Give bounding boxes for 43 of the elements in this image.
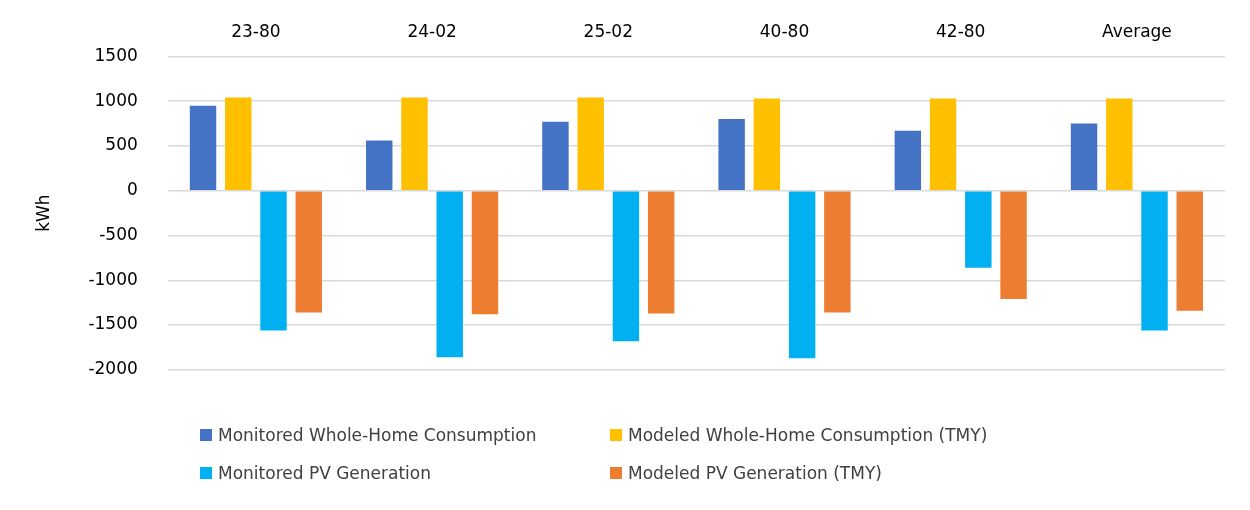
bar (824, 191, 851, 313)
bar (894, 130, 922, 190)
bar (260, 191, 287, 331)
bar (295, 191, 322, 313)
x-tick-label: 42-80 (936, 20, 986, 41)
bar (929, 98, 957, 190)
bar (225, 97, 252, 190)
bar (436, 191, 463, 358)
bar (1000, 191, 1027, 300)
bar (718, 119, 745, 190)
x-tick-label: 40-80 (759, 20, 810, 41)
x-tick-label: 25-02 (583, 20, 633, 41)
y-tick-label: 0 (126, 179, 138, 200)
bar (1070, 123, 1098, 190)
bar (366, 140, 393, 190)
y-tick-label: 1000 (94, 89, 138, 110)
bar (471, 191, 499, 315)
bar (753, 98, 781, 190)
x-tick-label: Average (1101, 20, 1172, 41)
legend-label: Modeled PV Generation (TMY) (628, 463, 882, 483)
y-tick-label: -500 (99, 223, 138, 244)
y-tick-label: 500 (105, 134, 138, 155)
bar (401, 97, 428, 190)
legend-label: Monitored PV Generation (218, 463, 432, 483)
bar (612, 191, 640, 342)
y-tick-label: -1500 (88, 313, 138, 334)
x-tick-label: 24-02 (407, 20, 457, 41)
legend-label: Modeled Whole-Home Consumption (TMY) (628, 425, 988, 445)
y-tick-label: -1000 (88, 268, 138, 289)
bar (1176, 191, 1203, 311)
bar (965, 191, 992, 268)
bar (1106, 98, 1133, 190)
y-tick-label: 1500 (94, 44, 138, 65)
bar (1141, 191, 1168, 331)
y-axis-title: kWh (32, 194, 53, 232)
bar (647, 191, 675, 314)
bar (788, 191, 816, 359)
x-tick-label: 23-80 (231, 20, 281, 41)
bar (577, 97, 604, 190)
legend-label: Monitored Whole-Home Consumption (218, 425, 537, 445)
y-tick-label: -2000 (88, 358, 138, 379)
bar (189, 105, 217, 190)
bar (542, 121, 569, 190)
